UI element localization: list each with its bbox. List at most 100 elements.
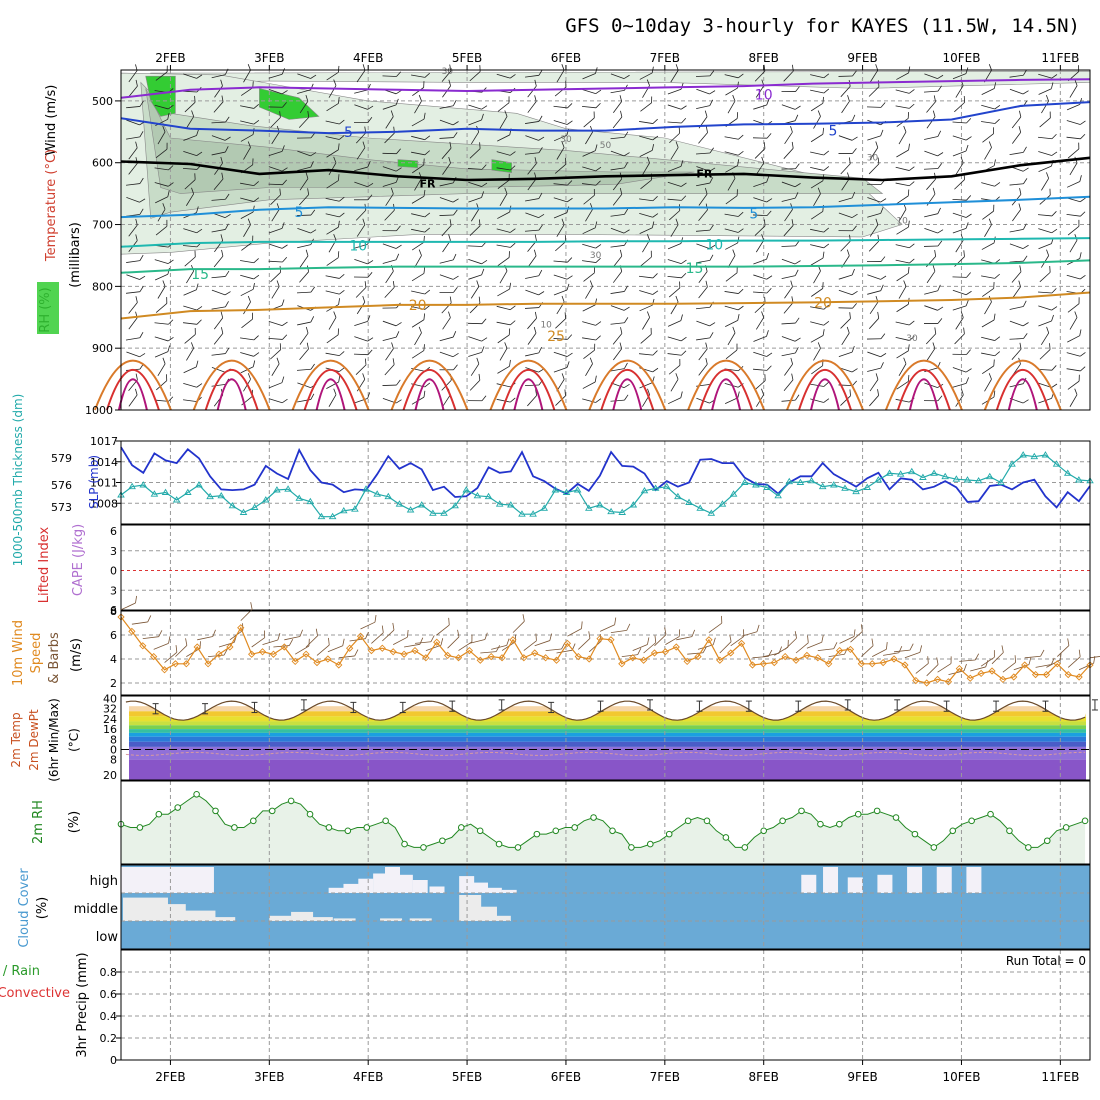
wind-barb-shaft [984, 147, 992, 160]
warm-arc-contour [908, 378, 939, 411]
wind-barb-flag [566, 120, 573, 125]
temperature-contour [120, 237, 1091, 248]
wind-barb [981, 336, 1001, 341]
wind-barb-flag [1080, 352, 1086, 357]
wind-barb [183, 360, 199, 374]
wind-barb-shaft [270, 194, 281, 205]
wind-barb-flag [533, 249, 537, 257]
wind-barb-shaft [268, 337, 283, 340]
wind-barb-flag [538, 269, 543, 276]
thickness-marker [150, 490, 159, 497]
wind-barb-shaft [667, 198, 682, 201]
wind-speed-marker [727, 649, 735, 657]
wind-barb-shaft [154, 182, 169, 187]
wind-barb-flag [220, 234, 224, 241]
wind-barb [240, 119, 260, 125]
wind-barb-flag [787, 639, 789, 648]
wind-barb-shaft [1067, 148, 1080, 159]
wind-barb-shaft [128, 70, 138, 83]
wind-barb [612, 110, 623, 129]
wind-speed-marker [737, 639, 746, 648]
wind-barb [328, 388, 337, 407]
wind-barb [781, 336, 801, 342]
wind-barb-shaft [583, 272, 595, 282]
wind-barb-shaft [639, 290, 653, 295]
rh-2m-marker [646, 840, 654, 848]
wind-barb [296, 363, 315, 371]
wind-barb-shaft [155, 196, 168, 204]
wind-barb-flag [1079, 252, 1082, 259]
wind-barb [355, 281, 367, 298]
wind-barb [496, 73, 516, 79]
wind-barb-shaft [610, 73, 625, 79]
ylabel-wind: Wind (m/s) [44, 85, 59, 156]
wind-barb-flag [965, 368, 972, 373]
wind-barb [297, 316, 315, 326]
wind-barb-flag [680, 314, 683, 321]
wind-barb-flag [338, 143, 340, 150]
wind-barb-flag [1051, 151, 1058, 156]
wind-barb-flag [253, 335, 259, 341]
wind-barb-shaft [612, 178, 623, 191]
wind-barb-10m [980, 650, 995, 667]
wind-barb-10m [643, 635, 657, 654]
wind-barb-flag [1023, 69, 1028, 76]
wind-barb [582, 144, 598, 157]
wind-barb-flag [423, 267, 426, 274]
wind-speed-marker [857, 660, 865, 668]
wind-barb-flag [509, 282, 512, 290]
rh-2m-marker [590, 814, 597, 821]
wind-barb [183, 150, 203, 157]
cloud-high-clear [907, 867, 923, 893]
cloud-high-clear [343, 883, 359, 893]
wind-barb-flag [595, 321, 602, 326]
wind-barb-shaft [354, 258, 368, 265]
wind-barb-shaft [184, 334, 196, 344]
wind-barb-shaft [840, 395, 851, 406]
cloud-high-clear [936, 867, 952, 893]
wind-barb-flag [362, 218, 366, 225]
wind-barb-flag [1046, 326, 1050, 334]
wind-barb [639, 290, 659, 295]
wind-barb [1009, 300, 1027, 310]
wind-barb-flag [374, 614, 377, 623]
wind-barb [326, 97, 340, 112]
wind-barb [356, 218, 366, 237]
rh-2m-marker [439, 837, 446, 845]
thickness-marker [551, 486, 560, 493]
rh-2m-marker [779, 817, 786, 825]
wind-barb [781, 163, 800, 170]
wind-barb [752, 287, 772, 294]
wind-barb-shaft [211, 198, 226, 201]
thickness-marker [473, 491, 482, 499]
wind-barb-flag [965, 144, 969, 152]
wind-barb-shaft [553, 197, 568, 203]
wind-barb [240, 352, 260, 357]
wind-barb-flag [395, 167, 402, 172]
wind-barb-shaft [783, 225, 794, 237]
wind-barb-10m [959, 653, 980, 662]
wind-barb-flag [566, 361, 570, 368]
wind-barb-shaft [326, 72, 339, 81]
wind-speed-marker [596, 634, 604, 643]
wind-barb-flag [932, 110, 936, 117]
wind-barb [240, 197, 260, 202]
wind-barb-flag [794, 114, 799, 121]
wind-barb-shaft [810, 321, 824, 326]
wind-barb-shaft [384, 364, 395, 376]
wind-barb-shaft [527, 332, 537, 345]
thickness-marker [484, 492, 493, 500]
wind-barb-flag [817, 187, 821, 194]
wind-barb-flag [310, 229, 317, 234]
wind-barb-flag [790, 357, 793, 365]
wind-barb-shaft [240, 288, 254, 297]
wind-barb [895, 243, 915, 249]
wind-barb-flag [966, 118, 972, 124]
wind-barb-flag [224, 136, 231, 141]
wind-barb [241, 312, 253, 329]
slp-tick-label: 1011 [90, 477, 118, 490]
wind-barb [270, 343, 282, 360]
wind-barb-shaft [696, 243, 710, 249]
wind-barb-flag [167, 259, 174, 264]
rh-contour-label: 10 [540, 320, 552, 330]
